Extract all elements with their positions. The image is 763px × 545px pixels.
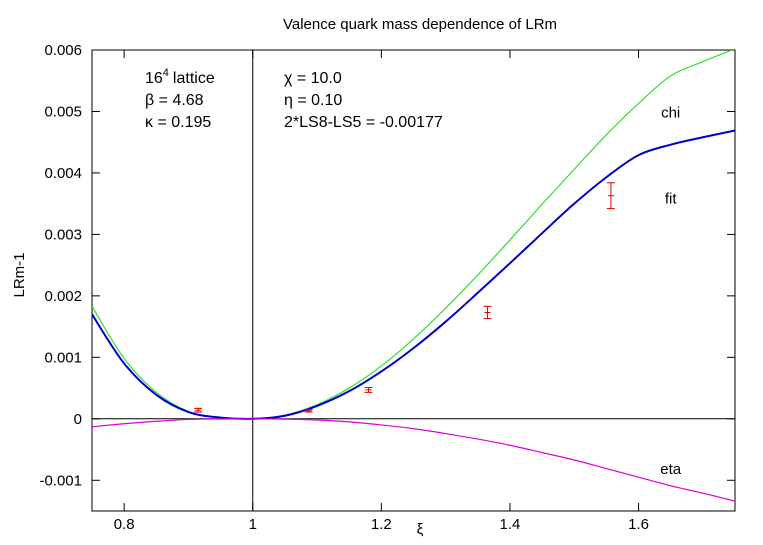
- y-tick-label: 0.003: [44, 226, 82, 243]
- annotation-chi: χ = 10.0: [284, 70, 342, 87]
- annotation-kappa: κ = 0.195: [145, 114, 211, 131]
- y-tick-label: 0.002: [44, 288, 82, 305]
- x-tick-label: 1.6: [628, 516, 649, 533]
- annotation-eta: η = 0.10: [284, 92, 342, 109]
- series-label-eta: eta: [660, 461, 682, 478]
- x-tick-label: 1.4: [500, 516, 521, 533]
- annotation-lattice: 164 lattice: [145, 67, 215, 87]
- y-tick-label: -0.001: [39, 472, 82, 489]
- y-tick-label: 0.006: [44, 42, 82, 59]
- series-line-eta: [92, 418, 735, 502]
- x-tick-label: 1: [249, 516, 257, 533]
- plot-area: -0.001 0 0.001 0.002 0.003 0.004 0.005 0.006 0.8…: [39, 42, 736, 533]
- y-tick-label: 0.001: [44, 349, 82, 366]
- x-tick-label: 0.8: [114, 516, 135, 533]
- x-axis-label: ξ: [417, 521, 424, 538]
- series-label-chi: chi: [661, 105, 680, 122]
- chart-title: Valence quark mass dependence of LRm: [283, 16, 557, 33]
- series-label-fit: fit: [665, 191, 678, 208]
- annotation-beta: β = 4.68: [145, 92, 204, 109]
- y-tick-label: 0.004: [44, 165, 82, 182]
- y-tick-label: 0: [74, 411, 82, 428]
- annotation-ls: 2*LS8-LS5 = -0.00177: [284, 114, 443, 131]
- y-tick-label: 0.005: [44, 103, 82, 120]
- x-tick-label: 1.2: [371, 516, 392, 533]
- plot-frame: [91, 49, 736, 512]
- series-line-fit: [92, 129, 735, 420]
- y-axis-label: LRm-1: [11, 252, 28, 297]
